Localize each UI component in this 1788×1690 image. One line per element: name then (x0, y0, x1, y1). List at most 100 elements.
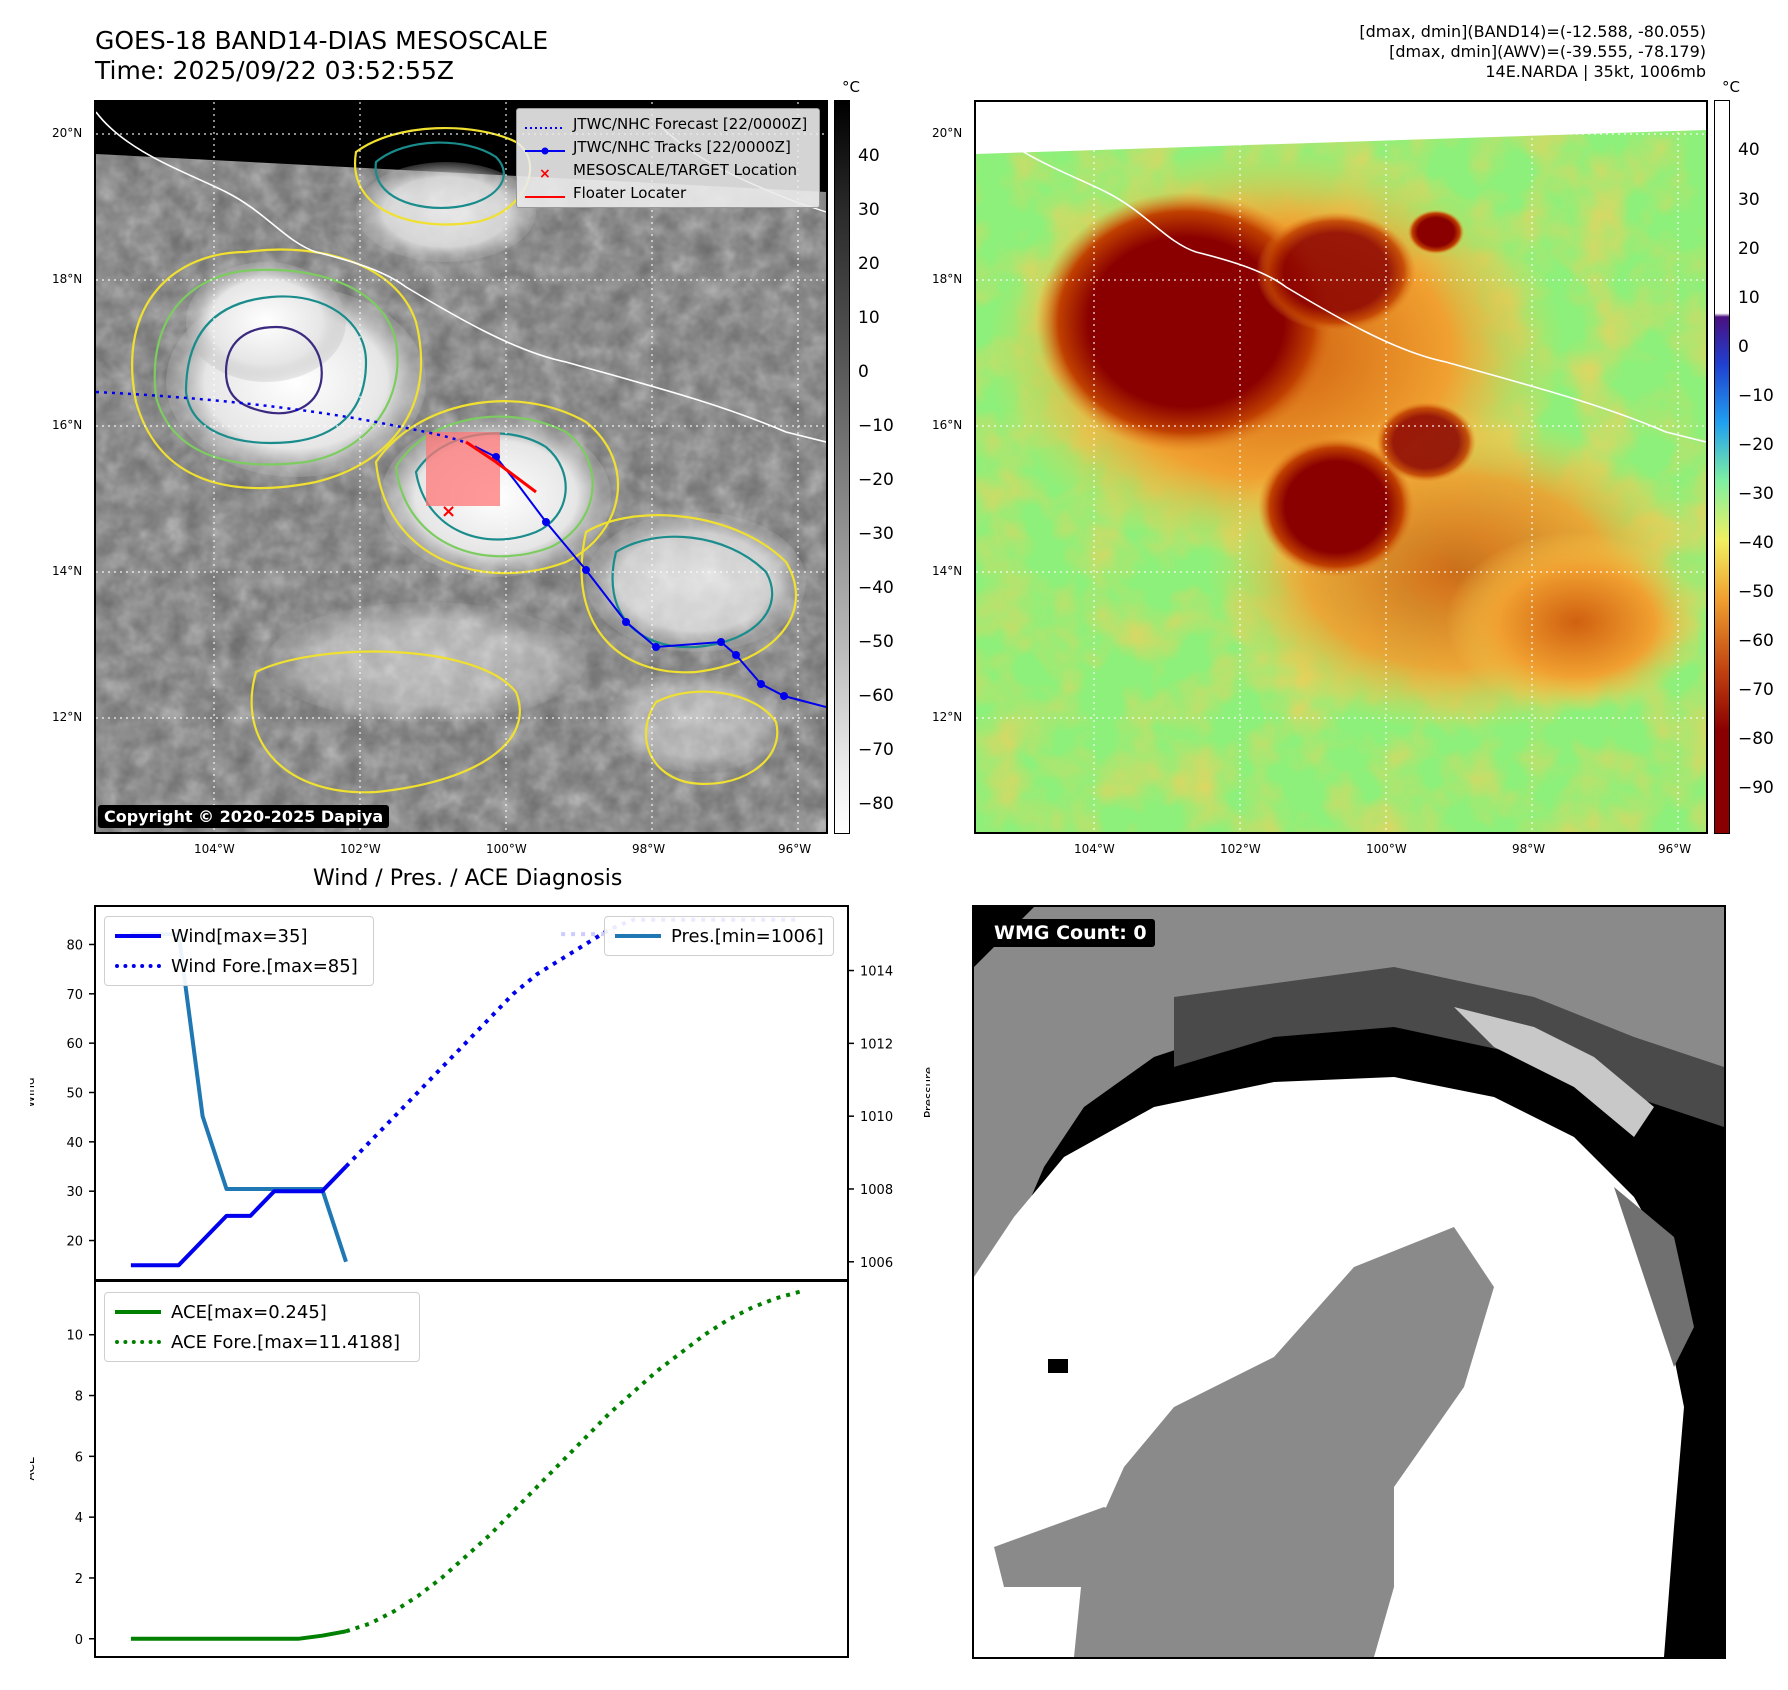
lat-label: 14°N (932, 564, 963, 578)
pressure-axis-label: Pressure (922, 1067, 930, 1118)
wind-forecast-swatch (115, 964, 161, 968)
ir-colorbar-tick: −30 (858, 524, 894, 544)
lat-label: 16°N (932, 418, 963, 432)
legend-forecast: JTWC/NHC Forecast [22/0000Z] (525, 112, 811, 135)
wind-forecast-line (344, 917, 801, 1168)
ir-colorbar-tick: −40 (858, 578, 894, 598)
ace-tick-label: 2 (75, 1572, 83, 1587)
lat-label: 16°N (52, 418, 83, 432)
awv-colorbar-tick: 0 (1738, 337, 1749, 357)
lon-label: 98°W (632, 842, 666, 856)
ir-colorbar-tick: 20 (858, 254, 880, 274)
ir-colorbar-tick: −60 (858, 686, 894, 706)
svg-text:×: × (539, 167, 551, 179)
pressure-tick-label: 1010 (860, 1110, 893, 1125)
wind-line (130, 1165, 348, 1268)
best-track (475, 446, 826, 708)
awv-colorbar-unit: °C (1722, 78, 1740, 96)
wind-tick-label: 30 (66, 1185, 83, 1200)
ir-colorbar-unit: °C (842, 78, 860, 96)
ace-line (130, 1629, 347, 1641)
diagnosis-chart: 20 30 40 50 60 70 80 1006 1008 1010 1012 1014 0 2 4 6 8 1… (30, 905, 930, 1658)
awv-colorbar-tick: −60 (1738, 631, 1774, 651)
wind-tick-label: 40 (66, 1136, 83, 1151)
floater-swatch (525, 188, 565, 198)
ace-tick-label: 6 (75, 1450, 83, 1465)
lat-label: 18°N (52, 272, 83, 286)
wmg-panel: WMG Count: 0 (972, 905, 1726, 1659)
lon-label: 102°W (1220, 842, 1261, 856)
lon-label: 96°W (778, 842, 812, 856)
awv-colorbar-tick: −50 (1738, 582, 1774, 602)
awv-colorbar-tick: −70 (1738, 680, 1774, 700)
floater-locater-line (465, 440, 537, 494)
diagnosis-title: Wind / Pres. / ACE Diagnosis (313, 866, 623, 891)
ir-satellite-image: × (96, 102, 826, 832)
awv-colorbar-tick: −40 (1738, 533, 1774, 553)
band14-range-info: [dmax, dmin](BAND14)=(-12.588, -80.055) (1359, 22, 1706, 41)
lat-label: 20°N (932, 126, 963, 140)
ace-swatch (115, 1310, 161, 1314)
awv-colorbar-tick: 20 (1738, 239, 1760, 259)
forecast-swatch (525, 119, 565, 129)
pressure-tick-label: 1006 (860, 1256, 893, 1271)
legend-wind: Wind[max=35] (115, 921, 363, 951)
ir-colorbar-tick: −10 (858, 416, 894, 436)
lon-label: 96°W (1658, 842, 1692, 856)
ir-colorbar-tick: −70 (858, 740, 894, 760)
ir-colorbar-tick: −20 (858, 470, 894, 490)
pressure-tick-label: 1008 (860, 1183, 893, 1198)
ace-forecast-line (345, 1289, 801, 1634)
awv-colorbar-tick: −20 (1738, 435, 1774, 455)
ir-colorbar-tick: 10 (858, 308, 880, 328)
ir-colorbar-tick: −80 (858, 794, 894, 814)
awv-colorbar-tick: 10 (1738, 288, 1760, 308)
figure-time: Time: 2025/09/22 03:52:55Z (95, 56, 454, 85)
ace-tick-label: 4 (75, 1511, 83, 1526)
target-marker: × (441, 501, 456, 522)
legend-pressure: Pres.[min=1006] (615, 921, 824, 951)
ace-tick-label: 8 (75, 1390, 83, 1405)
awv-colorbar-tick: 40 (1738, 140, 1760, 160)
ace-forecast-swatch (115, 1340, 161, 1344)
wmg-count-label: WMG Count: 0 (986, 919, 1155, 947)
ir-colorbar-tick: 0 (858, 362, 869, 382)
lon-label: 104°W (194, 842, 235, 856)
pressure-legend: Pres.[min=1006] (604, 916, 834, 956)
legend-wind-forecast: Wind Fore.[max=85] (115, 951, 363, 981)
awv-colorbar-tick: −80 (1738, 729, 1774, 749)
legend-floater: Floater Locater (525, 181, 811, 204)
awv-colorbar-tick: −10 (1738, 386, 1774, 406)
legend-ace: ACE[max=0.245] (115, 1297, 409, 1327)
awv-image (976, 102, 1706, 832)
ace-axis-label: ACE (30, 1457, 37, 1481)
lat-label: 12°N (52, 710, 83, 724)
ace-legend: ACE[max=0.245] ACE Fore.[max=11.4188] (104, 1292, 420, 1362)
lon-label: 102°W (340, 842, 381, 856)
ace-panel-frame (94, 1279, 849, 1658)
wind-swatch (115, 934, 161, 938)
map-legend: JTWC/NHC Forecast [22/0000Z] JTWC/NHC Tr… (516, 108, 820, 208)
lat-label: 14°N (52, 564, 83, 578)
wind-tick-label: 60 (66, 1037, 83, 1052)
legend-ace-forecast: ACE Fore.[max=11.4188] (115, 1327, 409, 1357)
awv-colorbar-tick: −30 (1738, 484, 1774, 504)
wind-legend: Wind[max=35] Wind Fore.[max=85] (104, 916, 374, 986)
tracks-swatch (525, 142, 565, 154)
floater-box (426, 432, 500, 506)
awv-map-panel (974, 100, 1708, 834)
awv-colorbar (1714, 100, 1730, 834)
target-swatch: × (525, 165, 565, 182)
lat-label: 18°N (932, 272, 963, 286)
ir-colorbar-tick: 40 (858, 146, 880, 166)
lat-label: 20°N (52, 126, 83, 140)
ace-tick-label: 0 (75, 1633, 83, 1648)
forecast-track (96, 390, 477, 449)
storm-info: 14E.NARDA | 35kt, 1006mb (1485, 62, 1706, 81)
awv-colorbar-tick: 30 (1738, 190, 1760, 210)
lat-label: 12°N (932, 710, 963, 724)
pressure-swatch (615, 934, 661, 938)
wind-tick-label: 50 (66, 1087, 83, 1102)
lon-label: 100°W (486, 842, 527, 856)
wmg-image (974, 907, 1724, 1657)
